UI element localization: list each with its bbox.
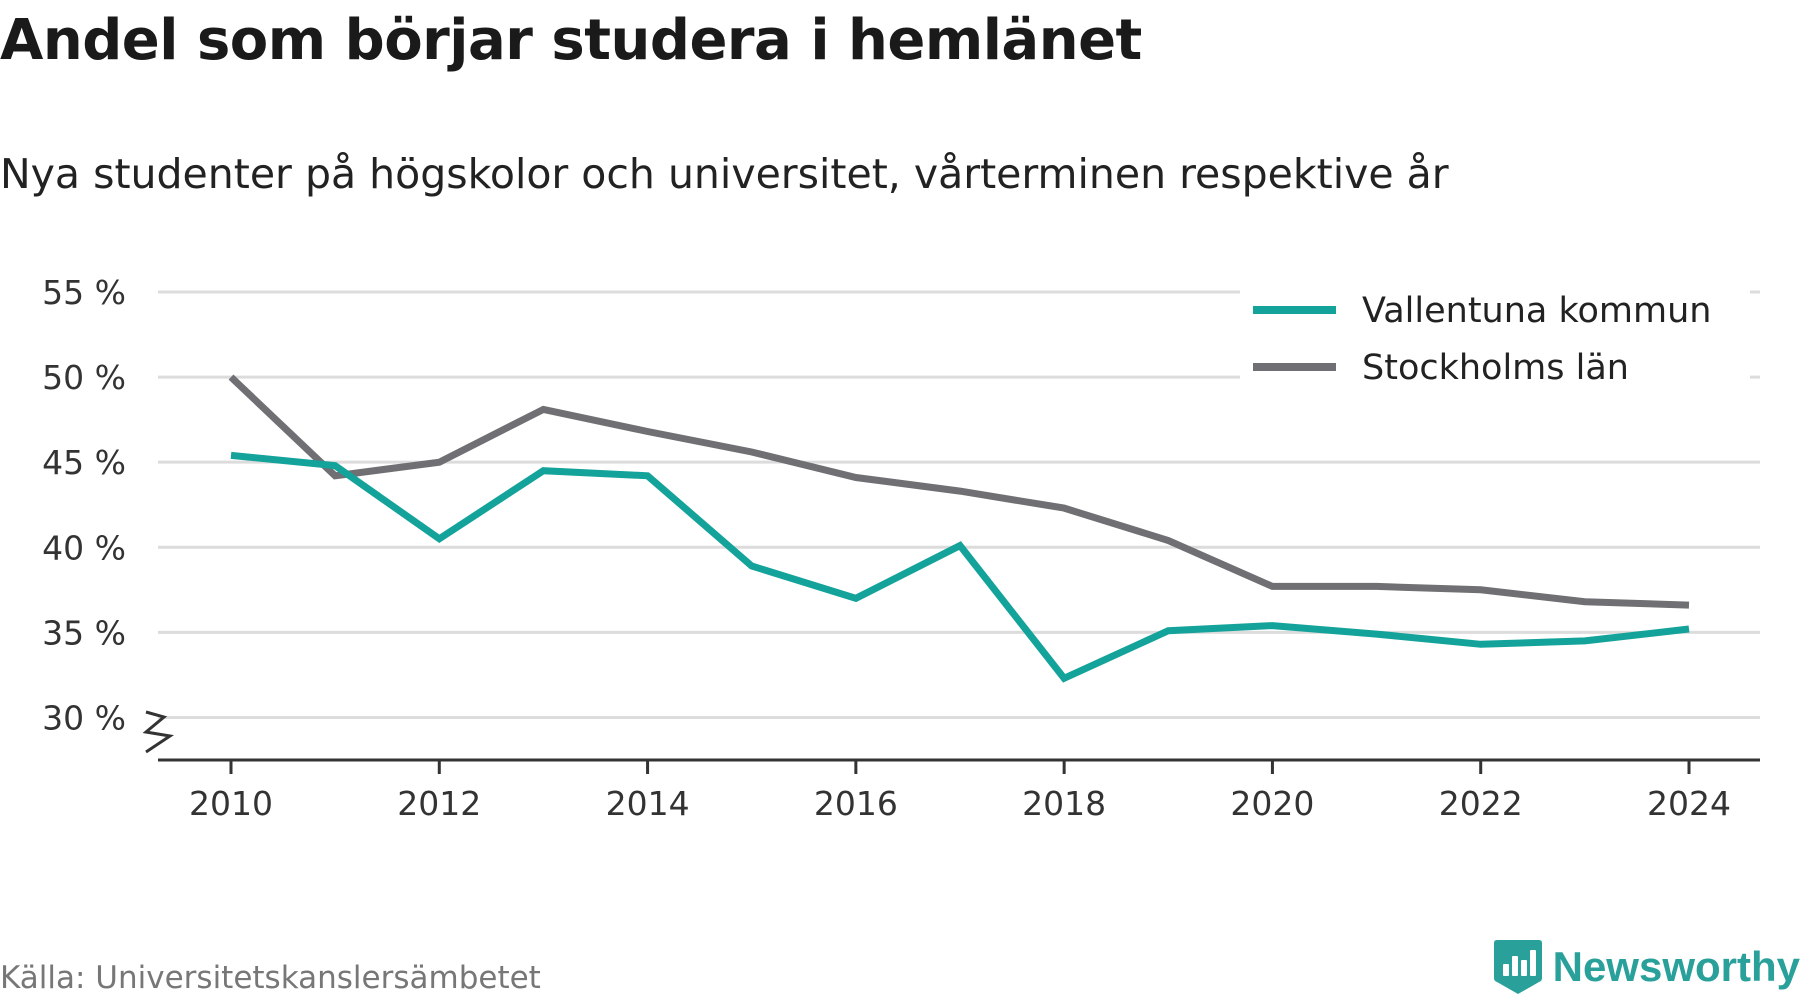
legend-background (1240, 280, 1750, 390)
legend: Vallentuna kommun Stockholms län (1240, 280, 1750, 390)
x-tick-label: 2024 (1647, 784, 1731, 823)
x-tick-label: 2018 (1022, 784, 1106, 823)
axis-break-zigzag (142, 710, 174, 754)
y-tick-label: 45 % (42, 443, 126, 482)
brand-name: Newsworthy (1552, 943, 1800, 990)
source-note: Källa: Universitetskanslersämbetet (0, 960, 541, 996)
legend-label: Stockholms län (1362, 348, 1629, 388)
x-tick-label: 2020 (1230, 784, 1314, 823)
chart-badge-icon (1493, 940, 1542, 994)
legend-label: Vallentuna kommun (1362, 291, 1712, 331)
y-tick-label: 50 % (42, 358, 126, 397)
y-tick-label: 30 % (42, 698, 126, 737)
y-tick-label: 35 % (42, 613, 126, 652)
newsworthy-logo: Newsworthy (1493, 938, 1800, 996)
axis-break-icon (142, 710, 174, 754)
x-axis-ticks: 2010 2012 2014 2016 2018 2020 2022 2024 (189, 760, 1731, 823)
y-tick-label: 40 % (42, 528, 126, 567)
chart-subtitle: Nya studenter på högskolor och universit… (0, 150, 1449, 198)
x-tick-label: 2010 (189, 784, 273, 823)
y-tick-label: 55 % (42, 273, 126, 312)
series-line-stockholm (228, 374, 1690, 609)
x-tick-label: 2014 (606, 784, 690, 823)
y-axis-ticks: 30 % 35 % 40 % 45 % 50 % 55 % (42, 273, 126, 737)
series-line-vallentuna (230, 451, 1690, 683)
x-tick-label: 2012 (397, 784, 481, 823)
chart-title: Andel som börjar studera i hemlänet (0, 8, 1142, 73)
x-tick-label: 2022 (1439, 784, 1523, 823)
series-lines (228, 374, 1690, 683)
line-chart: 30 %35 %40 %45 %50 %55 % 2010 2012 2014 201… (42, 273, 1760, 823)
x-tick-label: 2016 (814, 784, 898, 823)
